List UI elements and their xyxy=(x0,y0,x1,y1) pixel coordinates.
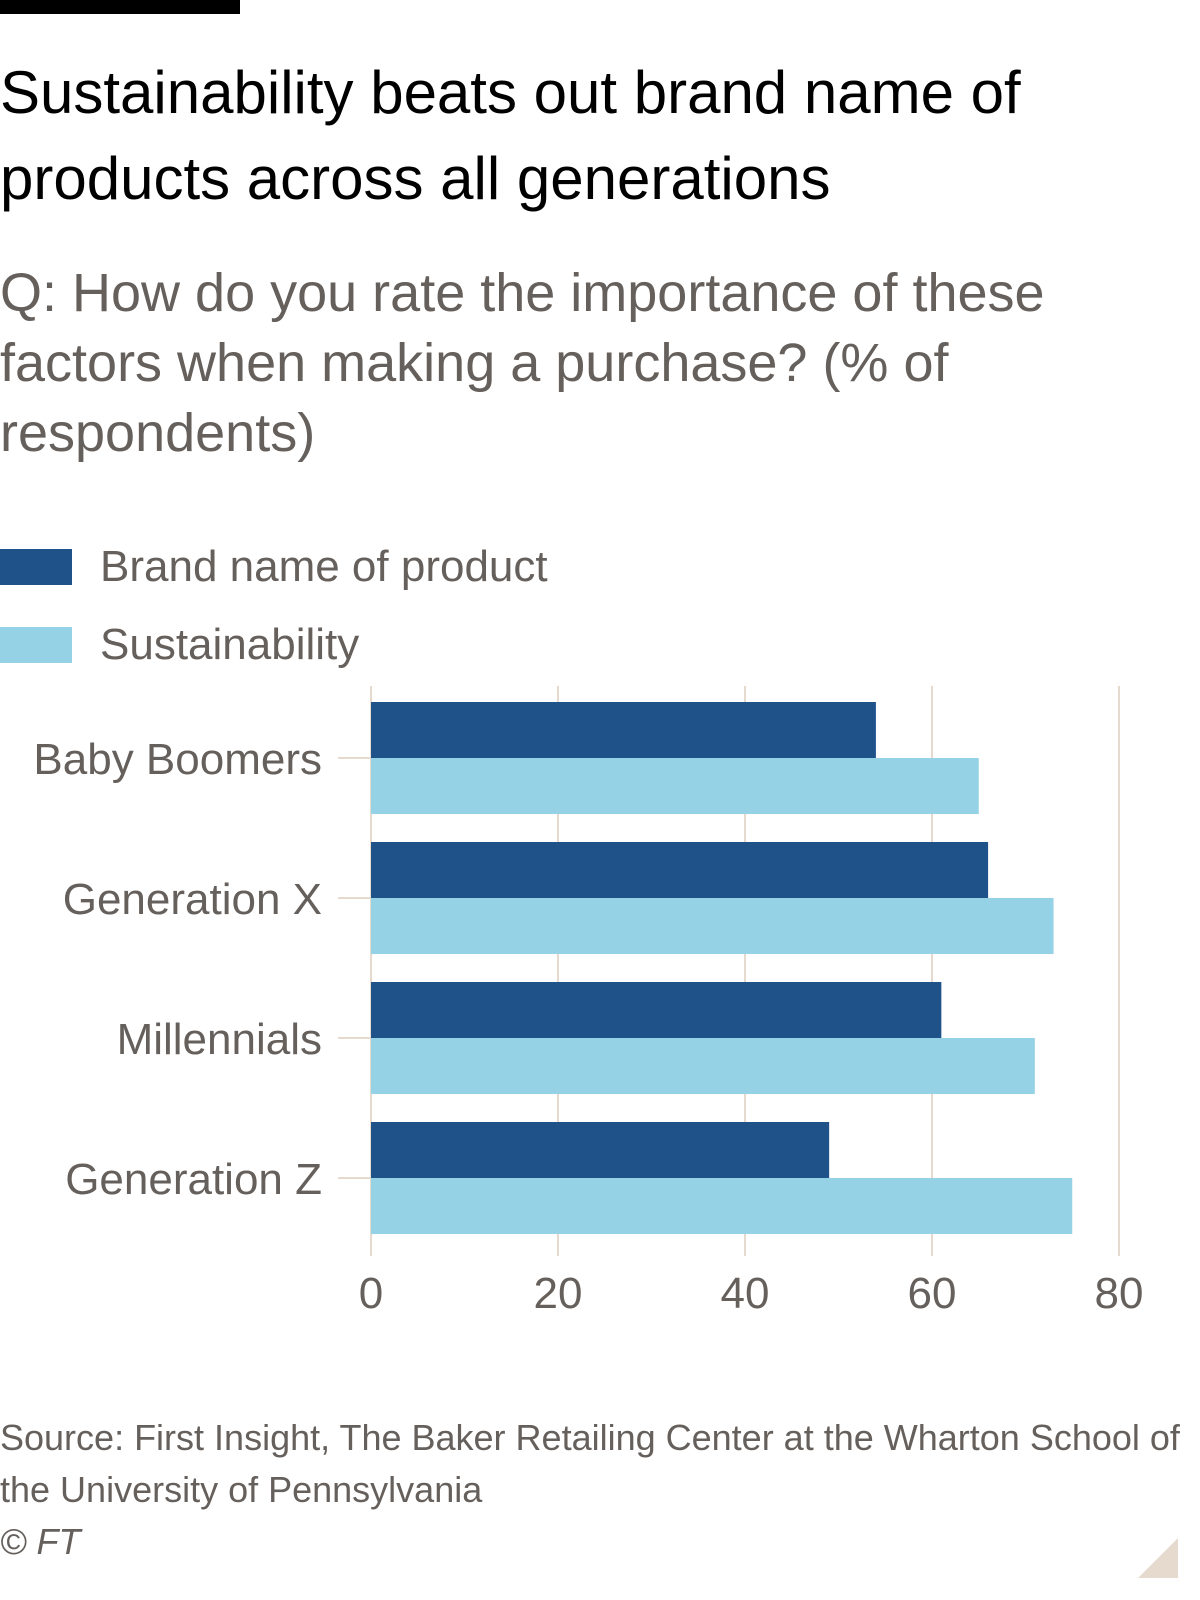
copyright-text: © FT xyxy=(0,1521,81,1562)
bar-sustainability xyxy=(371,1038,1035,1094)
bar-sustainability xyxy=(371,1178,1073,1234)
category-label: Millennials xyxy=(117,1015,322,1064)
x-tick-label: 60 xyxy=(908,1269,957,1318)
category-label: Baby Boomers xyxy=(33,735,322,784)
legend-item-brand: Brand name of product xyxy=(0,528,548,606)
legend: Brand name of product Sustainability xyxy=(0,528,548,684)
footer: Source: First Insight, The Baker Retaili… xyxy=(0,1412,1200,1568)
x-tick-label: 20 xyxy=(534,1269,583,1318)
top-accent-bar xyxy=(0,0,240,14)
source-note: Source: First Insight, The Baker Retaili… xyxy=(0,1417,1180,1510)
bar-brand xyxy=(371,842,989,898)
corner-decoration xyxy=(1138,1538,1178,1578)
chart-title: Sustainability beats out brand name of p… xyxy=(0,59,1021,212)
x-tick-label: 0 xyxy=(359,1269,383,1318)
bar-brand xyxy=(371,1122,830,1178)
bar-brand xyxy=(371,702,876,758)
chart-subtitle: Q: How do you rate the importance of the… xyxy=(0,263,1045,463)
x-tick-label: 40 xyxy=(721,1269,770,1318)
bar-sustainability xyxy=(371,898,1054,954)
legend-label-brand: Brand name of product xyxy=(100,542,548,591)
category-label: Generation Z xyxy=(65,1155,322,1204)
category-label: Generation X xyxy=(63,875,322,924)
legend-swatch-sustainability xyxy=(0,627,72,663)
bar-chart: 0 20 40 60 80 Baby Boomers Generation X Millenn… xyxy=(33,686,1144,1318)
bar-brand xyxy=(371,982,942,1038)
bar-sustainability xyxy=(371,758,979,814)
legend-label-sustainability: Sustainability xyxy=(100,620,360,669)
legend-swatch-brand xyxy=(0,549,72,585)
legend-item-sustainability: Sustainability xyxy=(0,606,548,684)
x-tick-label: 80 xyxy=(1095,1269,1144,1318)
